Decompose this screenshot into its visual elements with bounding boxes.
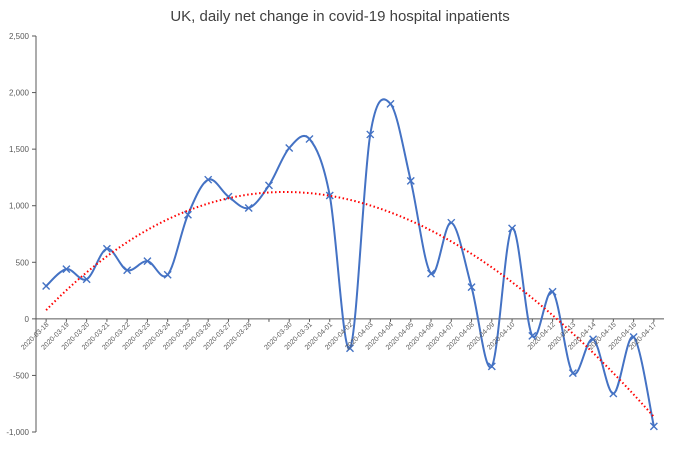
data-point-marker (102, 244, 111, 253)
data-point-marker (264, 181, 273, 190)
chart-title: UK, daily net change in covid-19 hospita… (170, 8, 510, 25)
data-point-marker (467, 283, 476, 292)
y-tick-label: -1,000 (6, 428, 29, 437)
data-point-marker (589, 335, 598, 344)
data-point-marker (609, 389, 618, 398)
y-tick-label: 0 (25, 315, 30, 324)
data-point-marker (568, 369, 577, 378)
data-point-marker (508, 224, 517, 233)
data-point-marker (346, 344, 354, 353)
data-point-marker (224, 192, 233, 201)
data-point-marker (548, 287, 557, 296)
data-point-marker (487, 362, 496, 371)
y-tick-label: 2,000 (9, 89, 30, 98)
data-point-marker (244, 203, 253, 212)
data-point-marker (123, 266, 132, 275)
series-line (45, 98, 655, 427)
y-tick-label: 2,500 (9, 32, 30, 41)
data-point-marker (366, 130, 375, 139)
data-point-marker (406, 176, 415, 185)
data-point-marker (82, 275, 91, 284)
data-point-marker (62, 265, 71, 274)
data-point-marker (427, 269, 436, 278)
y-tick-label: -500 (13, 371, 30, 380)
data-point-marker (163, 270, 172, 279)
data-point-marker (305, 134, 314, 143)
data-point-marker (325, 191, 334, 200)
y-tick-label: 500 (16, 258, 30, 267)
data-point-marker (42, 282, 51, 291)
data-point-marker (447, 218, 456, 227)
data-point-marker (528, 331, 537, 340)
data-point-marker (183, 210, 192, 219)
data-point-marker (629, 332, 638, 341)
trendline (45, 190, 655, 418)
data-point-marker (143, 257, 152, 266)
data-point-marker (386, 99, 395, 108)
data-point-marker (649, 422, 658, 431)
y-tick-label: 1,000 (9, 202, 30, 211)
data-point-marker (204, 175, 213, 184)
data-point-marker (285, 144, 294, 153)
y-tick-label: 1,500 (9, 145, 30, 154)
